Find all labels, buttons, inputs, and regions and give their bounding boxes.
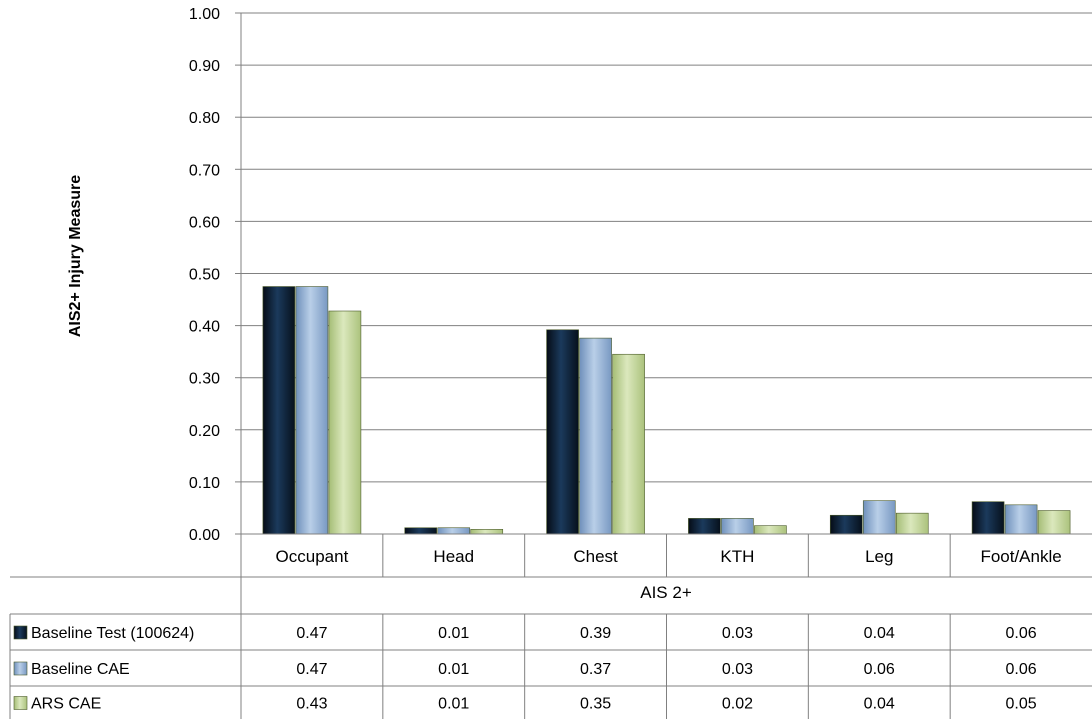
y-tick-label: 0.80 (189, 110, 220, 127)
table-cell: 0.47 (296, 625, 327, 642)
y-tick-label: 0.10 (189, 475, 220, 492)
y-tick-label: 0.50 (189, 267, 220, 284)
y-axis-ticks: 0.00 0.10 0.20 0.30 0.40 0.50 0.60 0.70 0.80 0.90… (189, 6, 220, 544)
bar-baseline-cae-leg (862, 500, 896, 535)
legend-swatch (13, 696, 28, 710)
y-tick-label: 0.40 (189, 319, 220, 336)
table-cell: 0.04 (864, 625, 895, 642)
bar-ars-cae-head (470, 529, 504, 535)
category-label: Leg (865, 547, 893, 566)
bar-ars-cae-foot-ankle (1037, 510, 1071, 535)
table-cell: 0.03 (722, 625, 753, 642)
category-label: Head (433, 547, 474, 566)
legend-swatch (13, 661, 28, 676)
table-cell: 0.06 (864, 661, 895, 678)
y-tick-label: 0.00 (189, 527, 220, 544)
table-cell: 0.03 (722, 661, 753, 678)
table-cell: 0.05 (1006, 696, 1037, 713)
category-label: KTH (720, 547, 754, 566)
bar-baseline-cae-kth (721, 518, 754, 535)
table-cell: 0.02 (722, 696, 753, 713)
legend-swatch (13, 625, 28, 640)
bar-ars-cae-chest (612, 353, 645, 535)
table-cell: 0.06 (1006, 625, 1037, 642)
y-tick-label: 0.60 (189, 214, 220, 231)
y-tick-label: 0.70 (189, 162, 220, 179)
bar-baseline-cae-foot-ankle (1004, 504, 1038, 535)
table-cell: 0.01 (438, 625, 469, 642)
bar-baseline-cae-chest (579, 337, 612, 535)
table-cell: 0.01 (438, 696, 469, 713)
gridlines (235, 12, 1092, 535)
table-cell: 0.47 (296, 661, 327, 678)
x-axis-title: AIS 2+ (640, 583, 692, 602)
bar-ars-cae-leg (895, 512, 929, 535)
y-tick-label: 0.20 (189, 423, 220, 440)
bar-ars-cae-kth (754, 525, 787, 535)
category-label: Chest (573, 547, 618, 566)
data-table-values: 0.47 0.01 0.39 0.03 0.04 0.06 0.47 0.01 0.37 0.03… (296, 625, 1036, 713)
legend-label: Baseline Test (100624) (31, 625, 194, 642)
bar-baseline-test-100624-chest (546, 329, 579, 535)
table-cell: 0.01 (438, 661, 469, 678)
table-cell: 0.39 (580, 625, 611, 642)
y-axis-title: AIS2+ Injury Measure (67, 175, 84, 337)
bar-baseline-test-100624-head (404, 527, 438, 535)
table-cell: 0.37 (580, 661, 611, 678)
legend-label: Baseline CAE (31, 661, 130, 678)
legend: Baseline Test (100624) Baseline CAE ARS CA… (13, 625, 194, 713)
table-cell: 0.43 (296, 696, 327, 713)
y-tick-label: 0.90 (189, 58, 220, 75)
y-tick-label: 1.00 (189, 6, 220, 23)
bars (262, 286, 1071, 535)
bar-baseline-test-100624-leg (829, 514, 863, 535)
bar-baseline-test-100624-occupant (262, 286, 296, 535)
bar-baseline-test-100624-kth (688, 518, 721, 535)
legend-label: ARS CAE (31, 696, 101, 713)
table-cell: 0.04 (864, 696, 895, 713)
bar-baseline-cae-occupant (295, 286, 329, 535)
bar-baseline-cae-head (437, 527, 471, 535)
data-table (9, 533, 1092, 719)
category-label: Occupant (276, 547, 349, 566)
y-tick-label: 0.30 (189, 371, 220, 388)
table-cell: 0.35 (580, 696, 611, 713)
category-labels: Occupant Head Chest KTH Leg Foot/Ankle (276, 547, 1062, 566)
table-cell: 0.06 (1006, 661, 1037, 678)
category-label: Foot/Ankle (980, 547, 1061, 566)
bar-ars-cae-occupant (328, 310, 362, 535)
bar-baseline-test-100624-foot-ankle (971, 501, 1005, 535)
